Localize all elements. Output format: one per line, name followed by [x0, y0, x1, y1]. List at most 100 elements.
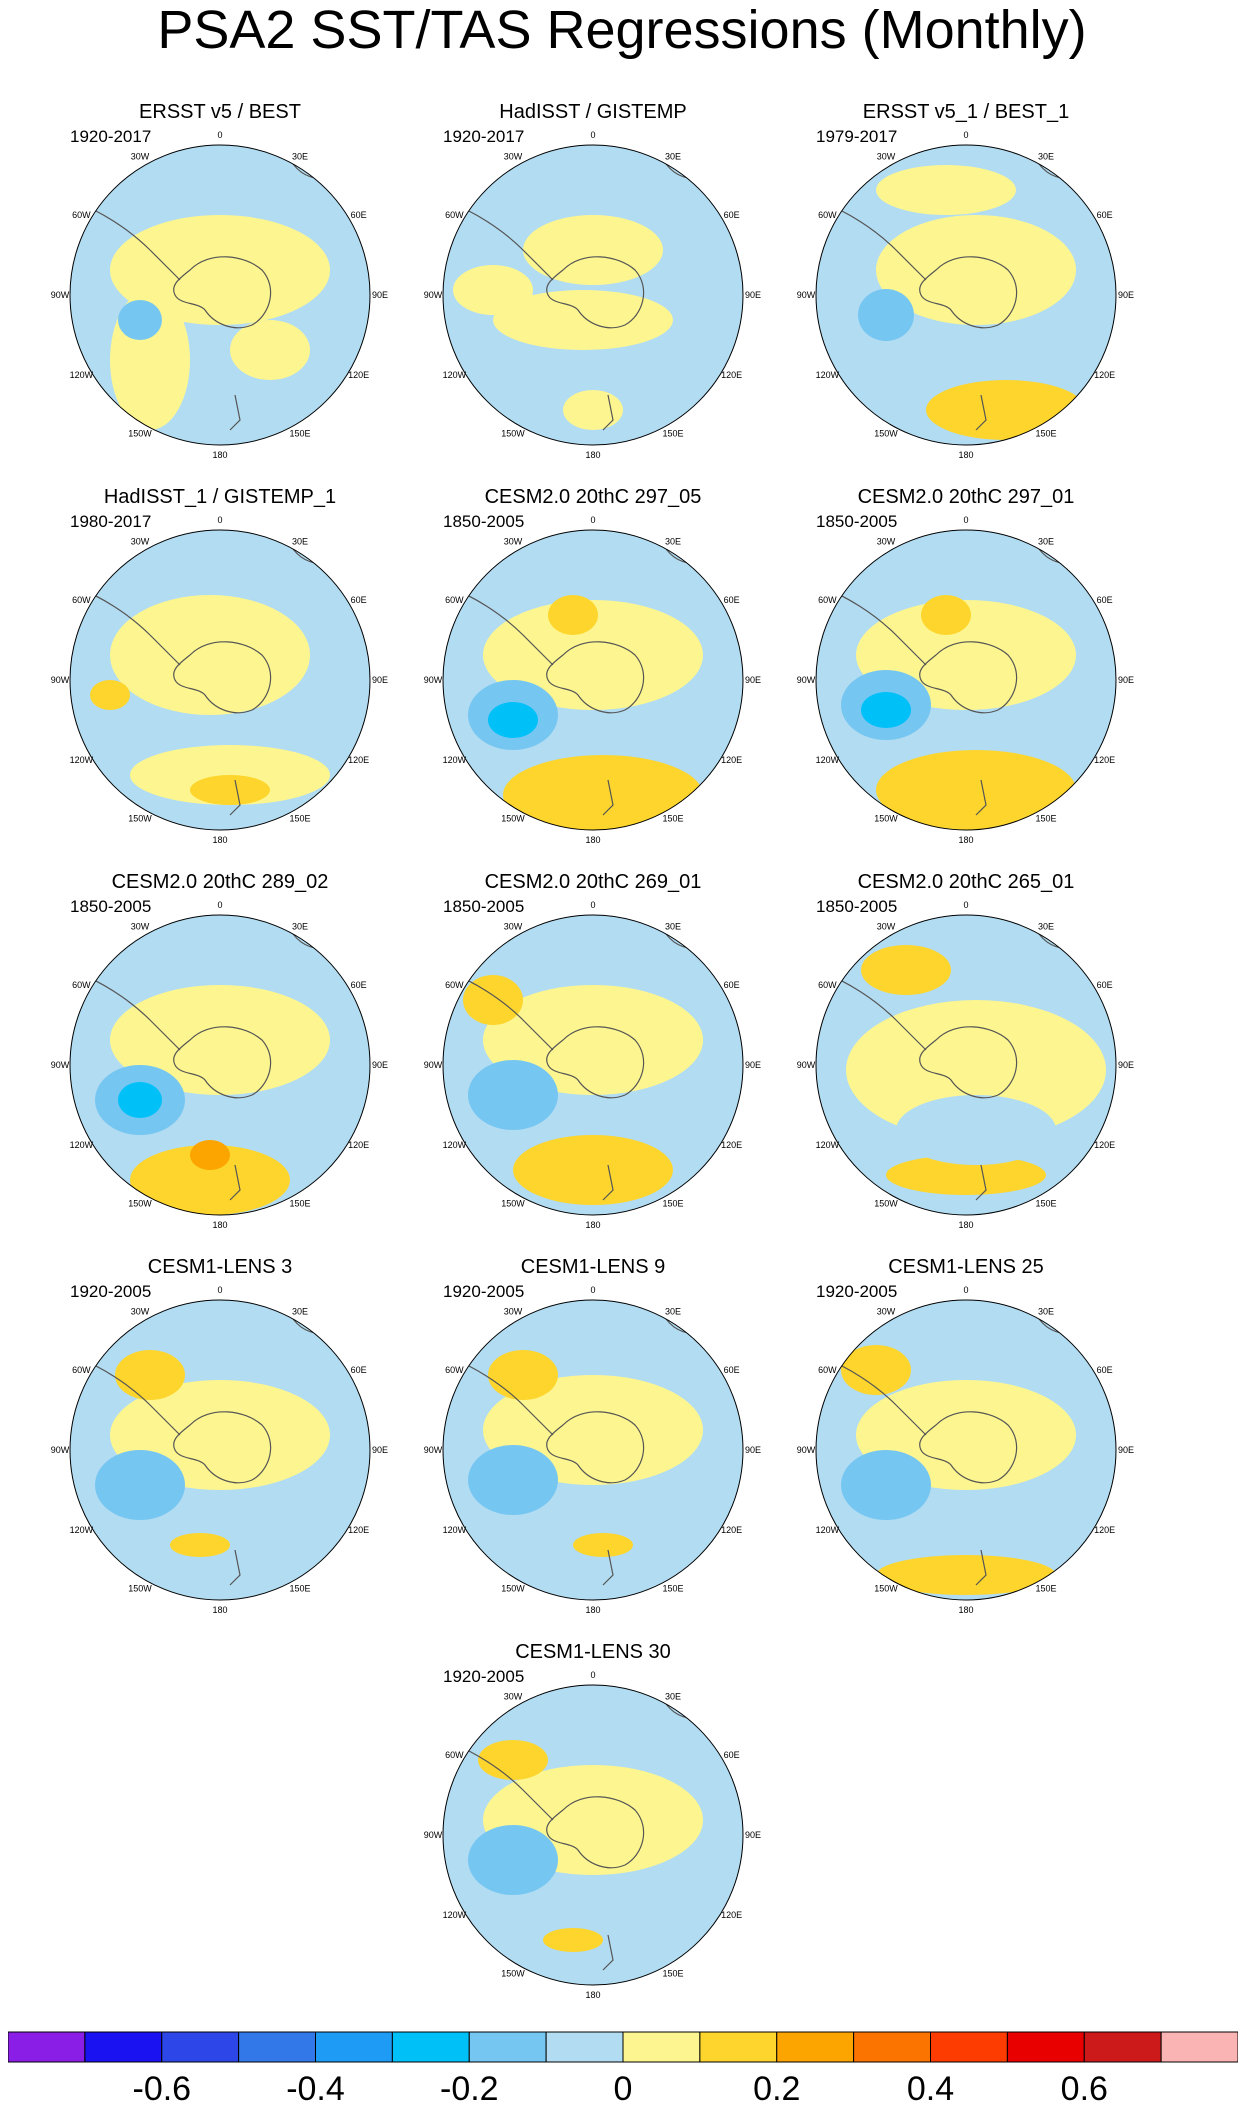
new-zealand-coastline	[975, 1549, 987, 1586]
longitude-label: 60E	[1097, 210, 1113, 220]
panel-period: 1850-2005	[816, 897, 898, 916]
longitude-label: 180	[585, 835, 600, 845]
longitude-label: 30E	[1038, 1306, 1054, 1316]
polar-map: 0 30E 60E 90E 120E 150E 180 150W 120W 90W 60W 30W	[51, 515, 388, 845]
anomaly-region	[118, 1082, 162, 1118]
longitude-label: 30E	[292, 536, 308, 546]
anomaly-region	[468, 1060, 558, 1130]
longitude-label: 60W	[818, 980, 837, 990]
map-panel: CESM1-LENS 9 1920-2005 0 30E 60E 90E 120E 150…	[403, 1255, 783, 1640]
longitude-label: 90W	[424, 675, 443, 685]
longitude-label: 120W	[816, 1525, 840, 1535]
longitude-label: 120W	[443, 1910, 467, 1920]
new-zealand-coastline	[975, 394, 987, 431]
longitude-label: 120E	[348, 370, 369, 380]
panel-title: ERSST v5_1 / BEST_1	[862, 101, 1070, 123]
longitude-label: 90W	[424, 1060, 443, 1070]
colorbar-tick-label: 0.2	[753, 2070, 800, 2105]
anomaly-region	[463, 975, 523, 1025]
longitude-label: 60W	[445, 595, 464, 605]
longitude-label: 150E	[662, 1584, 683, 1594]
longitude-label: 0	[963, 900, 968, 910]
longitude-label: 90E	[372, 1060, 388, 1070]
panel-title: CESM1-LENS 30	[515, 1641, 671, 1663]
anomaly-region	[115, 1350, 185, 1400]
anomaly-region	[573, 1533, 633, 1557]
longitude-label: 90W	[424, 1830, 443, 1840]
longitude-label: 120W	[70, 1140, 94, 1150]
map-boundary	[442, 144, 744, 446]
colorbar-swatch	[84, 2031, 163, 2063]
longitude-label: 90W	[424, 290, 443, 300]
anomaly-region	[876, 1555, 1056, 1595]
longitude-label: 150E	[289, 1584, 310, 1594]
longitude-label: 150W	[128, 1584, 152, 1594]
polar-map: 0 30E 60E 90E 120E 150E 180 150W 120W 90W 60W 30W	[797, 130, 1134, 460]
colorbar-swatch	[391, 2031, 470, 2063]
panel-period: 1920-2017	[443, 127, 525, 146]
longitude-label: 30E	[1038, 151, 1054, 161]
longitude-label: 150E	[289, 429, 310, 439]
map-boundary	[442, 1299, 744, 1601]
colorbar-swatch	[1160, 2031, 1238, 2063]
longitude-label: 30W	[877, 1306, 896, 1316]
longitude-label: 60W	[445, 210, 464, 220]
longitude-label: 60W	[445, 1365, 464, 1375]
longitude-label: 150W	[501, 1584, 525, 1594]
longitude-label: 150W	[128, 1199, 152, 1209]
longitude-label: 150W	[501, 429, 525, 439]
map-panel: CESM1-LENS 30 1920-2005 0 30E 60E 90E 120E 15…	[403, 1640, 783, 2025]
longitude-label: 30W	[504, 1306, 523, 1316]
panel-period: 1979-2017	[816, 127, 898, 146]
longitude-label: 180	[212, 450, 227, 460]
longitude-label: 30E	[292, 151, 308, 161]
longitude-label: 30W	[131, 1306, 150, 1316]
anomaly-region	[453, 265, 533, 315]
longitude-label: 150W	[501, 1199, 525, 1209]
longitude-label: 150W	[501, 814, 525, 824]
polar-map: 0 30E 60E 90E 120E 150E 180 150W 120W 90W 60W 30W	[797, 900, 1134, 1230]
antarctica-coastline	[919, 1026, 1018, 1099]
anomaly-region	[876, 165, 1016, 215]
longitude-label: 90E	[745, 675, 761, 685]
longitude-label: 90E	[745, 1445, 761, 1455]
longitude-label: 30W	[504, 1691, 523, 1701]
colorbar-swatch	[853, 2031, 932, 2063]
longitude-label: 0	[217, 515, 222, 525]
anomaly-region	[95, 1450, 185, 1520]
longitude-label: 150W	[501, 1969, 525, 1979]
anomaly-region	[858, 289, 914, 341]
longitude-label: 90W	[797, 1445, 816, 1455]
longitude-label: 150E	[1035, 429, 1056, 439]
longitude-label: 120W	[443, 755, 467, 765]
longitude-label: 60E	[351, 1365, 367, 1375]
anomaly-region	[478, 1740, 548, 1780]
new-zealand-coastline	[229, 394, 241, 431]
longitude-label: 60W	[72, 595, 91, 605]
longitude-label: 90E	[372, 290, 388, 300]
longitude-label: 90E	[372, 675, 388, 685]
map-panel: CESM1-LENS 3 1920-2005 0 30E 60E 90E 120E 150…	[30, 1255, 410, 1640]
longitude-label: 150E	[289, 814, 310, 824]
colorbar-swatch	[468, 2031, 547, 2063]
polar-map: 0 30E 60E 90E 120E 150E 180 150W 120W 90W 60W 30W	[424, 130, 761, 460]
longitude-label: 90E	[1118, 290, 1134, 300]
longitude-label: 90W	[51, 1060, 70, 1070]
longitude-label: 30E	[665, 1691, 681, 1701]
longitude-label: 120E	[348, 1140, 369, 1150]
polar-map: 0 30E 60E 90E 120E 150E 180 150W 120W 90W 60W 30W	[797, 1285, 1134, 1615]
colorbar: -0.6 -0.4 -0.2 0 0.2 0.4 0.6	[8, 2031, 1238, 2105]
polar-map: 0 30E 60E 90E 120E 150E 180 150W 120W 90W 60W 30W	[51, 1285, 388, 1615]
map-boundary	[69, 529, 371, 831]
anomaly-region	[493, 290, 673, 350]
anomaly-region	[468, 1445, 558, 1515]
longitude-label: 150E	[662, 429, 683, 439]
colorbar-tick-label: -0.6	[133, 2070, 192, 2105]
longitude-label: 120W	[816, 1140, 840, 1150]
longitude-label: 150E	[1035, 814, 1056, 824]
longitude-label: 30W	[131, 921, 150, 931]
longitude-label: 150W	[874, 1199, 898, 1209]
colorbar-swatch	[8, 2031, 86, 2063]
longitude-label: 150E	[662, 1969, 683, 1979]
anomaly-region	[170, 1533, 230, 1557]
